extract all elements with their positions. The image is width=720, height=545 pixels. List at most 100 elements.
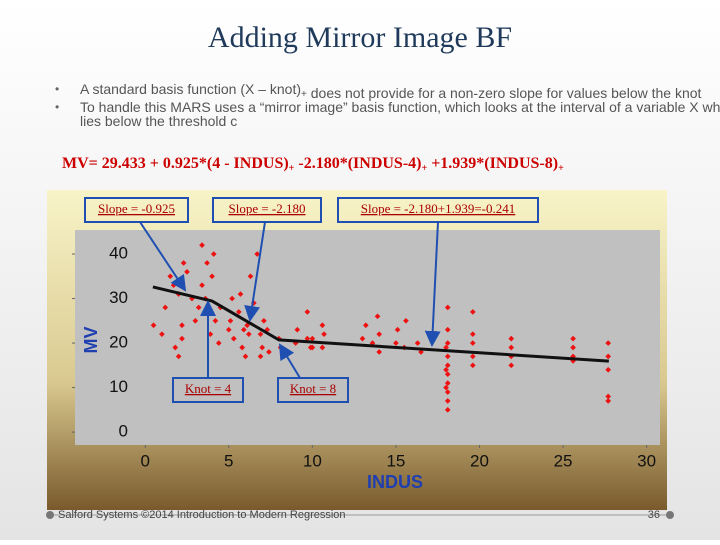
point [508,344,515,351]
point [259,344,266,351]
point [469,340,476,346]
formula: MV= 29.433 + 0.925*(4 - INDUS) + -2.180*(… [62,155,564,175]
point [230,335,237,342]
point [321,331,327,337]
point [257,331,264,337]
point [570,344,576,351]
point [204,260,210,266]
point [240,326,247,333]
point [319,344,326,351]
point [376,349,383,355]
y-axis-label: MV [81,327,101,354]
bullet-text: To handle this MARS uses a “mirror image… [80,99,720,115]
y-tick-label: 10 [109,377,128,396]
annotation: Slope = -2.180 [228,201,305,216]
y-tick-label: 20 [109,333,128,352]
point [444,380,451,386]
formula-part: MV= 29.433 + 0.925*(4 - INDUS) [62,155,289,172]
plot-area [75,230,660,445]
point [443,366,449,373]
annotation: Slope = -2.180+1.939=-0.241 [361,201,516,216]
annotation-box [277,377,349,403]
annotation: Slope = -0.925 [98,201,175,216]
bullet-part: A standard basis function (X – knot) [80,81,301,97]
point [444,371,451,378]
point [210,251,217,257]
point [444,362,451,369]
point [469,309,476,315]
formula-part: + [421,163,427,174]
point [444,353,451,360]
point [469,353,476,360]
point [444,407,451,413]
point [444,389,451,395]
annotation-arrow [139,221,187,292]
footer-dot [666,511,674,519]
point [215,340,222,346]
point [359,335,366,342]
point [294,326,301,333]
point [414,340,421,346]
point [570,335,576,342]
point [239,344,245,351]
point [304,309,311,315]
point [508,362,515,369]
annotation-box [212,197,322,223]
footer-dot [46,511,54,519]
point [212,317,219,324]
point [444,326,451,333]
point [469,331,476,337]
annotation-arrow [278,343,301,379]
point [376,331,383,337]
point [469,362,476,369]
footer: Salford Systems ©2014 Introduction to Mo… [58,509,346,521]
bullet-dot: • [55,82,59,96]
bullets: • A standard basis function (X – knot)+ d… [55,81,720,129]
x-tick-label: 0 [140,451,149,470]
formula-part: -2.180*(INDUS-4) [294,155,421,172]
y-tick-label: 30 [109,288,128,307]
point [444,398,451,404]
point [309,344,316,351]
point [242,353,249,360]
point [237,291,244,297]
annotation-arrow [424,221,441,347]
point [180,260,187,266]
point [179,322,185,329]
point [179,335,185,342]
point [304,335,311,342]
point [225,326,232,333]
formula-part: + [558,163,564,174]
bullet-part: does not provide for a non-zero slope fo… [307,85,702,101]
point [444,304,451,311]
annotation: Knot = 8 [290,381,336,396]
x-tick-label: 30 [637,451,656,470]
point [162,304,169,311]
point [309,335,316,342]
annotation-box [84,197,189,223]
bullet-part-cont: lies below the threshold c [80,113,237,129]
point [199,242,205,248]
point [394,326,401,333]
chart: 0 5 10 15 20 25 30 0 10 20 30 40 INDUS MV Slope = -0.9… [72,197,656,492]
slide-title: Adding Mirror Image BF [208,21,512,54]
bullet-text: A standard basis function (X – knot)+ do… [80,81,702,101]
point [172,344,179,351]
point [199,282,205,289]
point [605,398,612,404]
point [266,349,272,355]
formula-part: +1.939*(INDUS-8) [427,155,558,172]
point [257,353,264,360]
bullet-part: + [301,89,307,100]
point [319,322,326,329]
x-tick-label: 25 [554,451,573,470]
x-tick-label: 5 [224,451,233,470]
point [227,317,234,324]
point [374,313,381,320]
x-tick-label: 20 [470,451,489,470]
point [159,331,165,337]
point [261,317,267,324]
page-number: 36 [648,509,660,521]
point [605,340,612,346]
point [605,366,612,373]
